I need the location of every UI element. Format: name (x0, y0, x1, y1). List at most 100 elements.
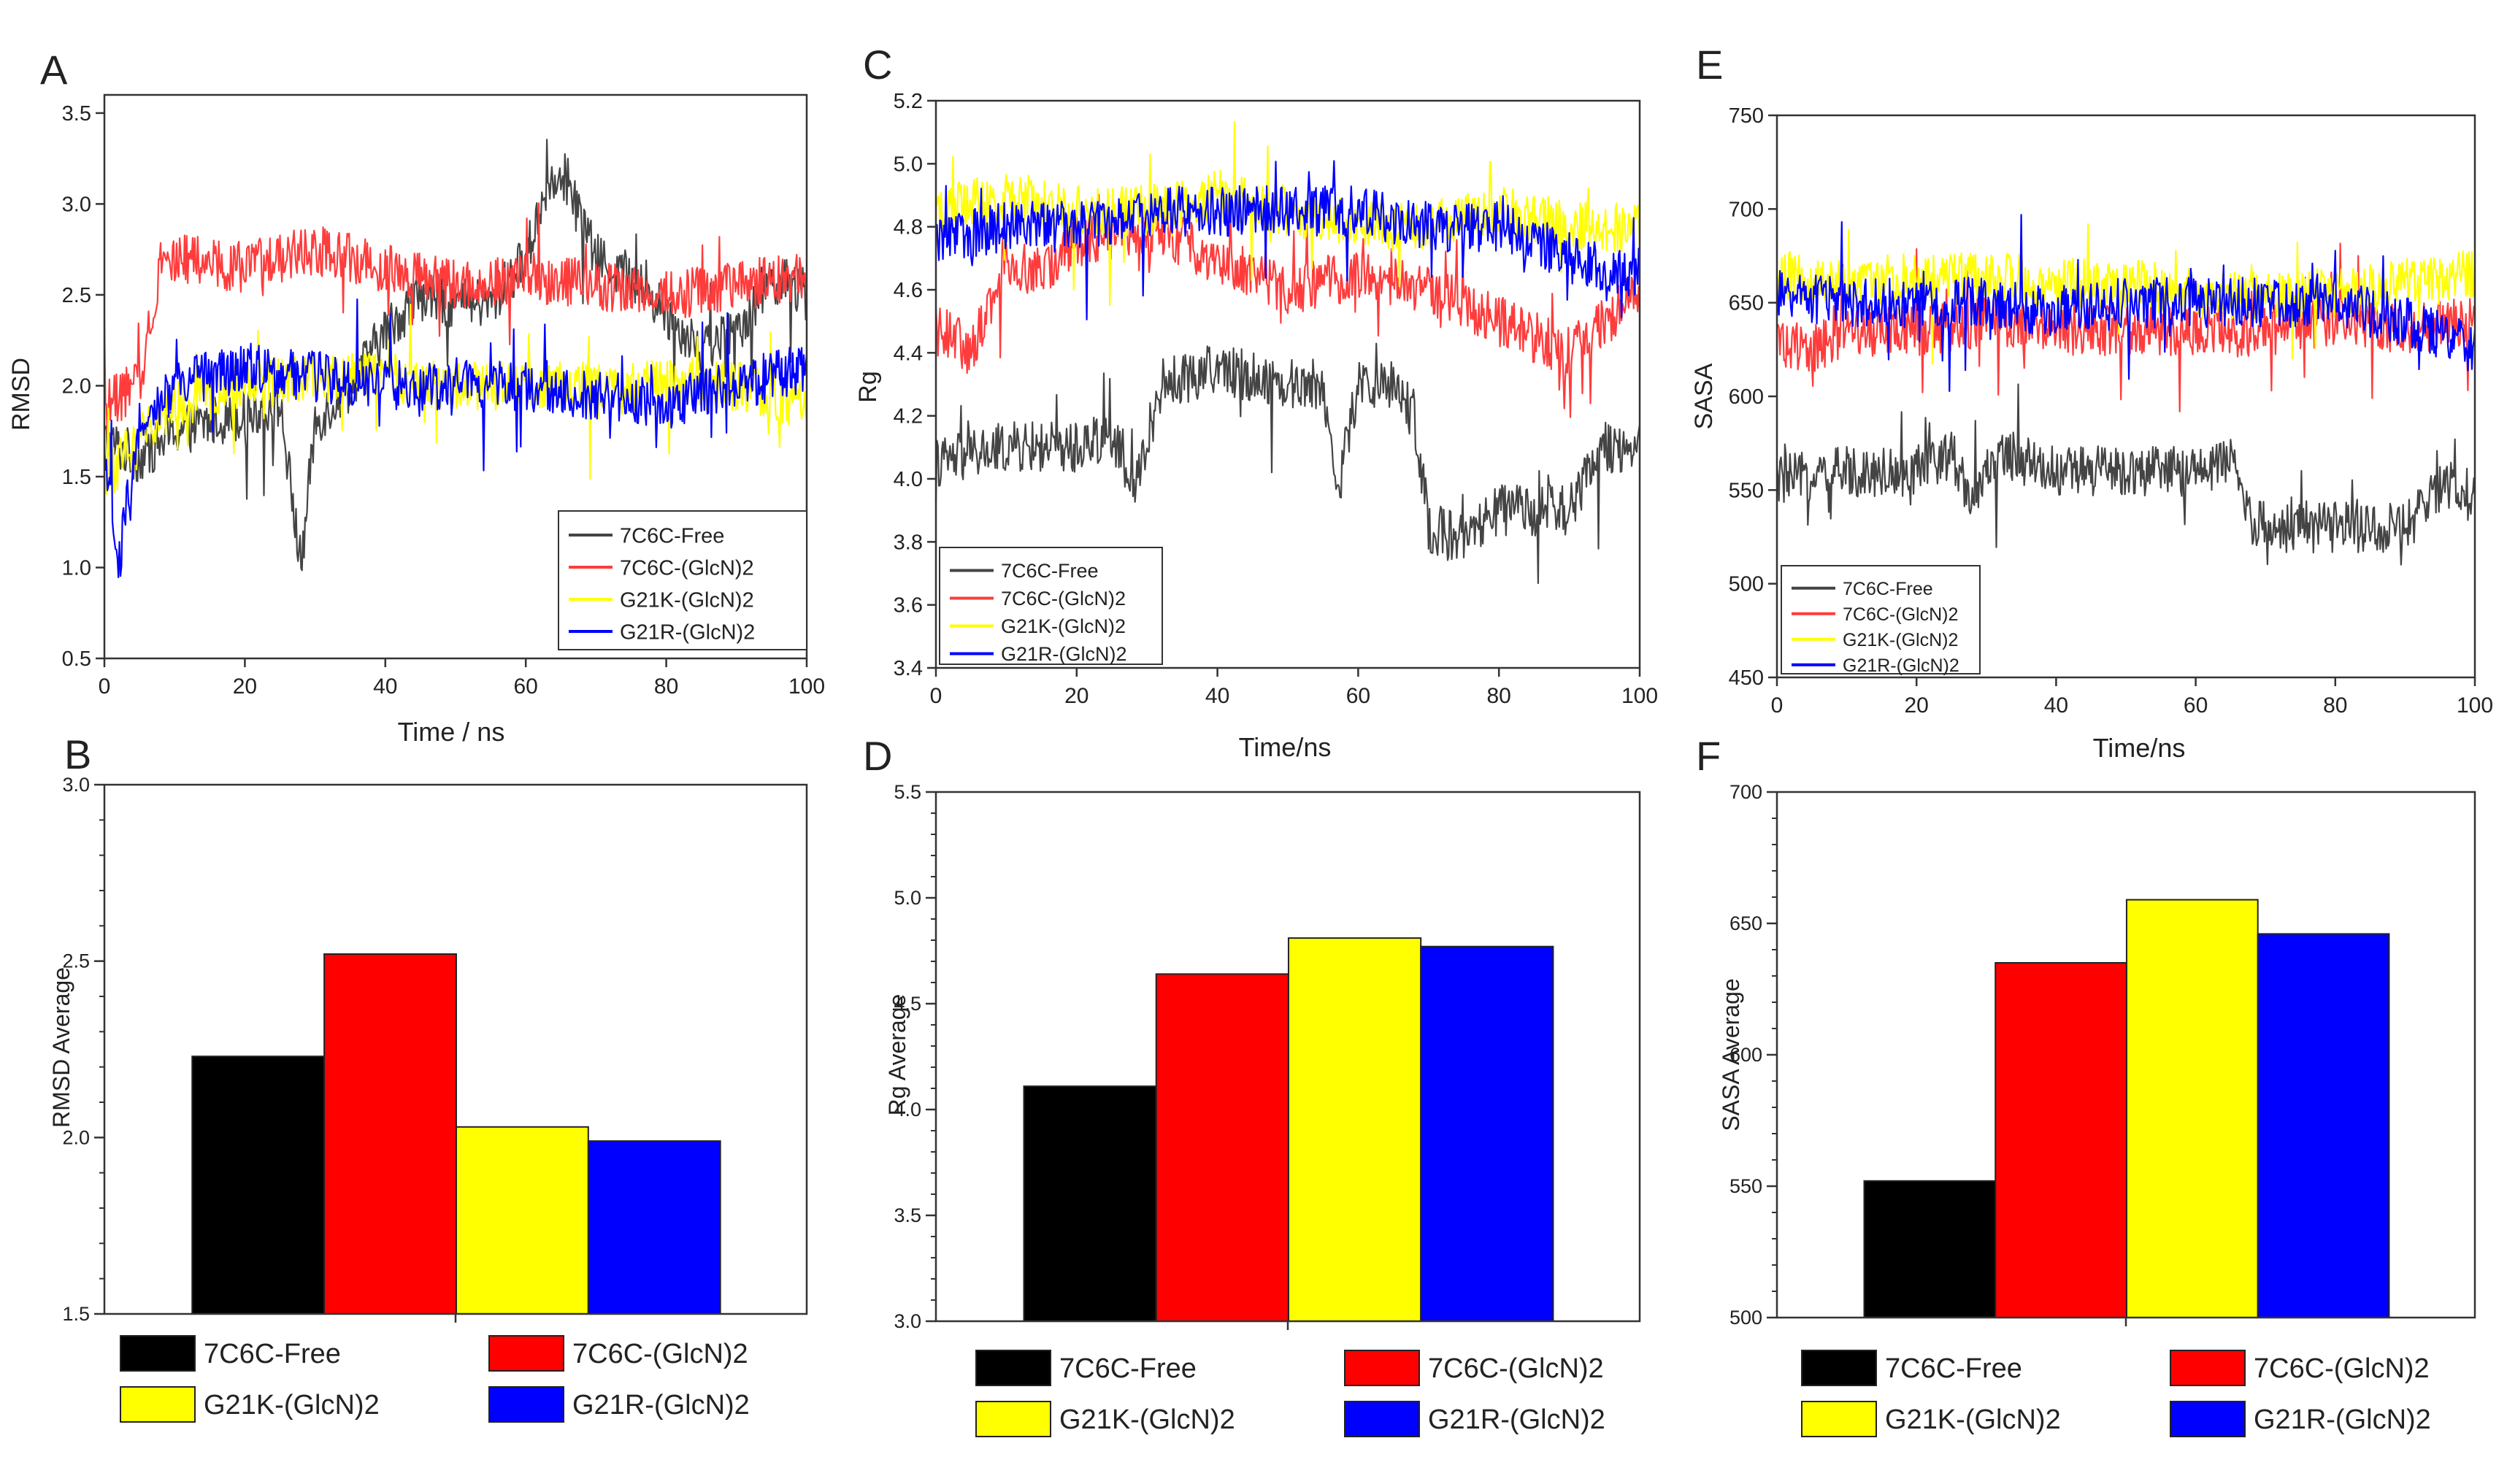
y-axis-label: Rg Average (884, 994, 910, 1116)
y-tick-label: 4.5 (894, 993, 921, 1015)
legend-swatch-g21r (1344, 1401, 1420, 1437)
x-tick-label: 40 (1205, 684, 1229, 708)
panel-b: B 1.5 2.0 2.5 3.0 RMSD Average 7C6C-Free 7C6C-(… (48, 731, 808, 1423)
panel-a: A 0 20 40 60 80 100 0.5 1.0 1.5 2.0 2.5 3.0 3.5 Time /… (7, 47, 825, 747)
legend-box (939, 547, 1163, 665)
legend-label-glcn: 7C6C-(GlcN)2 (620, 556, 754, 580)
y-tick-label: 650 (1729, 292, 1764, 315)
legend: 7C6C-Free 7C6C-(GlcN)2 G21K-(GlcN)2 G21R-(G… (975, 1350, 1605, 1437)
x-axis-label: Time / ns (398, 717, 505, 747)
y-tick-label: 1.5 (62, 466, 91, 489)
legend-swatch-glcn (2170, 1350, 2246, 1386)
legend-swatch-free (120, 1335, 196, 1372)
plot-frame (934, 99, 1641, 669)
bar-g21r (587, 1140, 721, 1315)
y-tick-label: 3.5 (894, 1204, 921, 1226)
plot-frame (103, 93, 808, 660)
y-tick-label: 750 (1729, 104, 1764, 128)
x-tick-label: 60 (1346, 684, 1370, 708)
y-tick-label: 500 (1729, 573, 1764, 596)
series-line-g21r (1775, 214, 2476, 392)
x-tick-label: 0 (1771, 693, 1784, 718)
bar-free (1863, 1180, 1997, 1319)
legend-label-g21r: G21R-(GlcN)2 (2254, 1404, 2431, 1435)
x-tick-label: 20 (1064, 684, 1089, 708)
legend: 7C6C-Free 7C6C-(GlcN)2 G21K-(GlcN)2 G21R-(G… (939, 547, 1163, 665)
y-tick-label: 550 (1729, 479, 1764, 502)
bar-g21r (1420, 945, 1554, 1322)
y-tick-label: 4.8 (894, 216, 923, 239)
legend-swatch-glcn (488, 1335, 564, 1372)
series-line-free (934, 342, 1641, 585)
panel-letter-e: E (1696, 42, 1723, 88)
bar-glcn (1155, 973, 1289, 1323)
legend-label-free: 7C6C-Free (1001, 560, 1099, 582)
bar-g21k (1287, 937, 1422, 1322)
series-line-g21r (934, 160, 1640, 320)
panel-letter-b: B (64, 731, 91, 777)
y-tick-label: 500 (1729, 1307, 1762, 1329)
y-tick-label: 450 (1729, 666, 1764, 690)
series-line-g21r (103, 298, 808, 578)
legend: 7C6C-Free 7C6C-(GlcN)2 G21K-(GlcN)2 G21R-(G… (1781, 565, 1981, 676)
y-tick-label: 3.5 (62, 102, 91, 126)
x-tick-label: 80 (2323, 693, 2347, 718)
y-tick-label: 600 (1729, 1044, 1762, 1066)
panel-c: C 0 20 40 60 80 100 3.4 3.6 3.8 4.0 4.2 4.4 4.6 4.8 5.0… (854, 42, 1658, 762)
legend-swatch-g21k (1801, 1401, 1877, 1437)
x-tick-label: 20 (1905, 693, 1929, 718)
x-tick-label: 80 (654, 674, 678, 699)
legend-label-free: 7C6C-Free (1885, 1353, 2022, 1384)
y-tick-label: 1.0 (62, 556, 91, 580)
legend-label-free: 7C6C-Free (204, 1339, 341, 1369)
y-tick-label: 3.0 (62, 774, 90, 796)
x-axis-label: Time/ns (2093, 733, 2186, 763)
legend-label-glcn: 7C6C-(GlcN)2 (1001, 588, 1126, 610)
y-tick-label: 550 (1729, 1175, 1762, 1197)
legend-label-g21r: G21R-(GlcN)2 (572, 1390, 750, 1420)
legend-label-g21r: G21R-(GlcN)2 (620, 620, 755, 644)
y-tick-label: 3.8 (894, 531, 923, 554)
y-tick-label: 5.5 (894, 781, 921, 803)
legend-label-g21k: G21K-(GlcN)2 (1843, 630, 1958, 650)
legend-label-glcn: 7C6C-(GlcN)2 (572, 1339, 748, 1369)
legend-label-glcn: 7C6C-(GlcN)2 (1428, 1353, 1604, 1384)
legend-label-free: 7C6C-Free (620, 524, 724, 547)
x-tick-label: 0 (99, 674, 111, 699)
y-tick-label: 5.2 (894, 90, 923, 113)
y-tick-label: 3.4 (894, 657, 923, 680)
panel-letter-c: C (863, 42, 892, 88)
x-tick-label: 20 (233, 674, 257, 699)
legend-label-free: 7C6C-Free (1843, 579, 1933, 599)
panel-letter-a: A (40, 47, 68, 93)
y-axis-label: RMSD Average (48, 967, 74, 1128)
x-axis-label: Time/ns (1239, 732, 1332, 762)
bar-free (1023, 1085, 1157, 1322)
bar-g21k (455, 1126, 589, 1315)
series-line-free (1775, 383, 2476, 566)
y-tick-label: 2.5 (62, 950, 90, 972)
panel-e: E 0 20 40 60 80 100 450 500 550 600 650 700 750 Time/n… (1690, 42, 2493, 763)
y-tick-label: 2.5 (62, 284, 91, 307)
x-tick-label: 0 (930, 684, 942, 708)
legend: 7C6C-Free 7C6C-(GlcN)2 G21K-(GlcN)2 G21R-(G… (120, 1335, 750, 1423)
legend-label-g21k: G21K-(GlcN)2 (1885, 1404, 2061, 1435)
legend-swatch-g21k (975, 1401, 1051, 1437)
y-tick-label: 3.6 (894, 594, 923, 618)
y-tick-label: 1.5 (62, 1303, 90, 1325)
y-tick-label: 4.0 (894, 1099, 921, 1120)
y-tick-label: 2.0 (62, 374, 91, 398)
legend-swatch-free (975, 1350, 1051, 1386)
legend-swatch-g21r (488, 1386, 564, 1423)
y-tick-label: 600 (1729, 385, 1764, 409)
bar-free (191, 1056, 326, 1315)
y-tick-label: 4.4 (894, 342, 923, 365)
y-tick-label: 700 (1729, 781, 1762, 803)
legend-label-g21r: G21R-(GlcN)2 (1001, 643, 1127, 665)
y-tick-label: 0.5 (62, 647, 91, 671)
x-tick-label: 100 (1621, 684, 1658, 708)
legend-box (1781, 565, 1981, 674)
legend-label-g21r: G21R-(GlcN)2 (1843, 656, 1959, 676)
series-line-glcn (934, 193, 1641, 418)
